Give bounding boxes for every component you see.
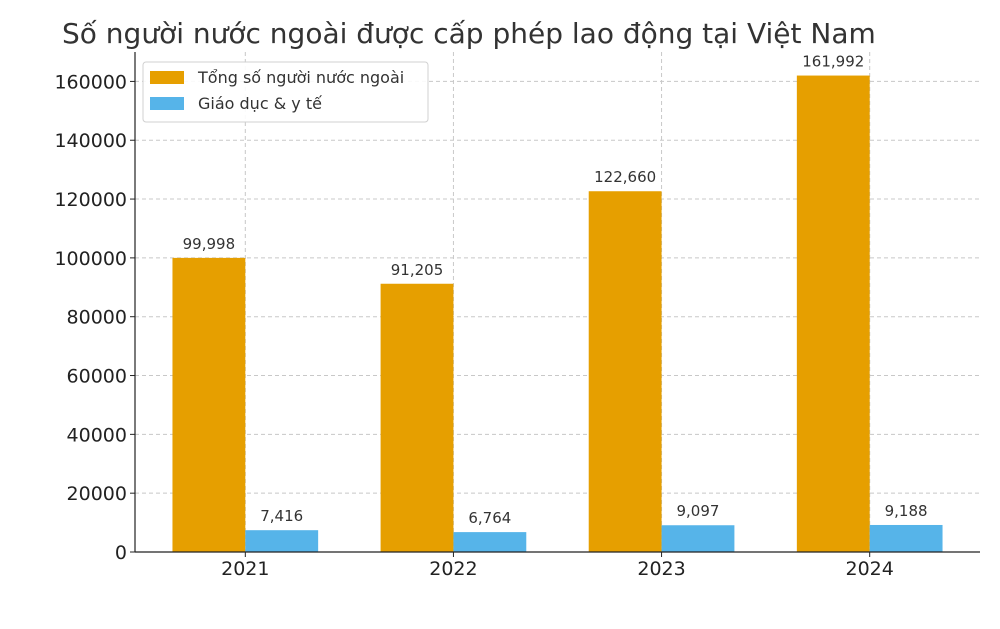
bar-education-health — [245, 530, 319, 552]
data-label: 7,416 — [260, 507, 303, 525]
y-tick-label: 40000 — [67, 424, 127, 446]
chart-title: Số người nước ngoài được cấp phép lao độ… — [62, 17, 876, 50]
legend-swatch — [150, 71, 184, 84]
data-label: 9,097 — [677, 502, 720, 520]
x-tick-label: 2023 — [637, 558, 685, 580]
y-tick-label: 160000 — [54, 71, 127, 93]
data-label: 9,188 — [885, 502, 928, 520]
data-label: 99,998 — [183, 235, 236, 253]
data-label: 6,764 — [468, 509, 511, 527]
y-tick-label: 80000 — [67, 307, 127, 329]
x-tick-label: 2021 — [221, 558, 269, 580]
bar-education-health — [869, 524, 943, 552]
bar-total — [380, 283, 454, 552]
legend-swatch — [150, 97, 184, 110]
bars: 99,998 91,205 122,660 161,992 7,416 6,764 9,09… — [172, 53, 943, 552]
axes: 0 20000 40000 60000 80000 100000 120000 140000 1… — [54, 52, 980, 580]
x-tick-label: 2022 — [429, 558, 477, 580]
bar-total — [796, 75, 870, 552]
y-tick-label: 60000 — [67, 366, 127, 388]
bar-total — [172, 257, 246, 552]
bar-education-health — [661, 525, 735, 552]
legend-label: Tổng số người nước ngoài — [197, 68, 404, 87]
data-label: 122,660 — [594, 168, 656, 186]
legend: Tổng số người nước ngoài Giáo dục & y tế — [142, 61, 429, 123]
legend-box — [142, 61, 429, 123]
y-tick-label: 140000 — [54, 130, 127, 152]
bar-education-health — [453, 532, 527, 552]
y-tick-label: 120000 — [54, 189, 127, 211]
bar-total — [588, 191, 662, 552]
y-tick-label: 100000 — [54, 248, 127, 270]
data-label: 161,992 — [802, 53, 864, 71]
x-tick-label: 2024 — [846, 558, 894, 580]
legend-label: Giáo dục & y tế — [198, 94, 322, 113]
data-label: 91,205 — [391, 261, 444, 279]
y-tick-label: 0 — [115, 542, 127, 564]
y-tick-label: 20000 — [67, 483, 127, 505]
